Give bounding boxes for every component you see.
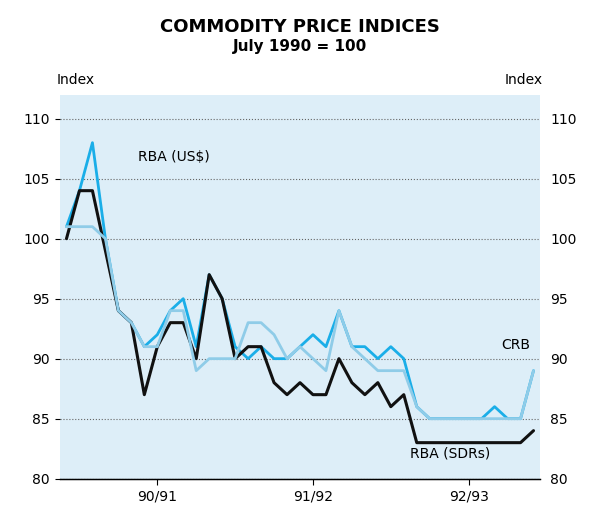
Text: CRB: CRB [501, 338, 530, 352]
Text: COMMODITY PRICE INDICES: COMMODITY PRICE INDICES [160, 18, 440, 36]
Text: July 1990 = 100: July 1990 = 100 [233, 39, 367, 55]
Text: RBA (SDRs): RBA (SDRs) [410, 446, 491, 460]
Text: Index: Index [505, 73, 543, 87]
Text: RBA (US$): RBA (US$) [138, 150, 209, 164]
Text: Index: Index [57, 73, 95, 87]
